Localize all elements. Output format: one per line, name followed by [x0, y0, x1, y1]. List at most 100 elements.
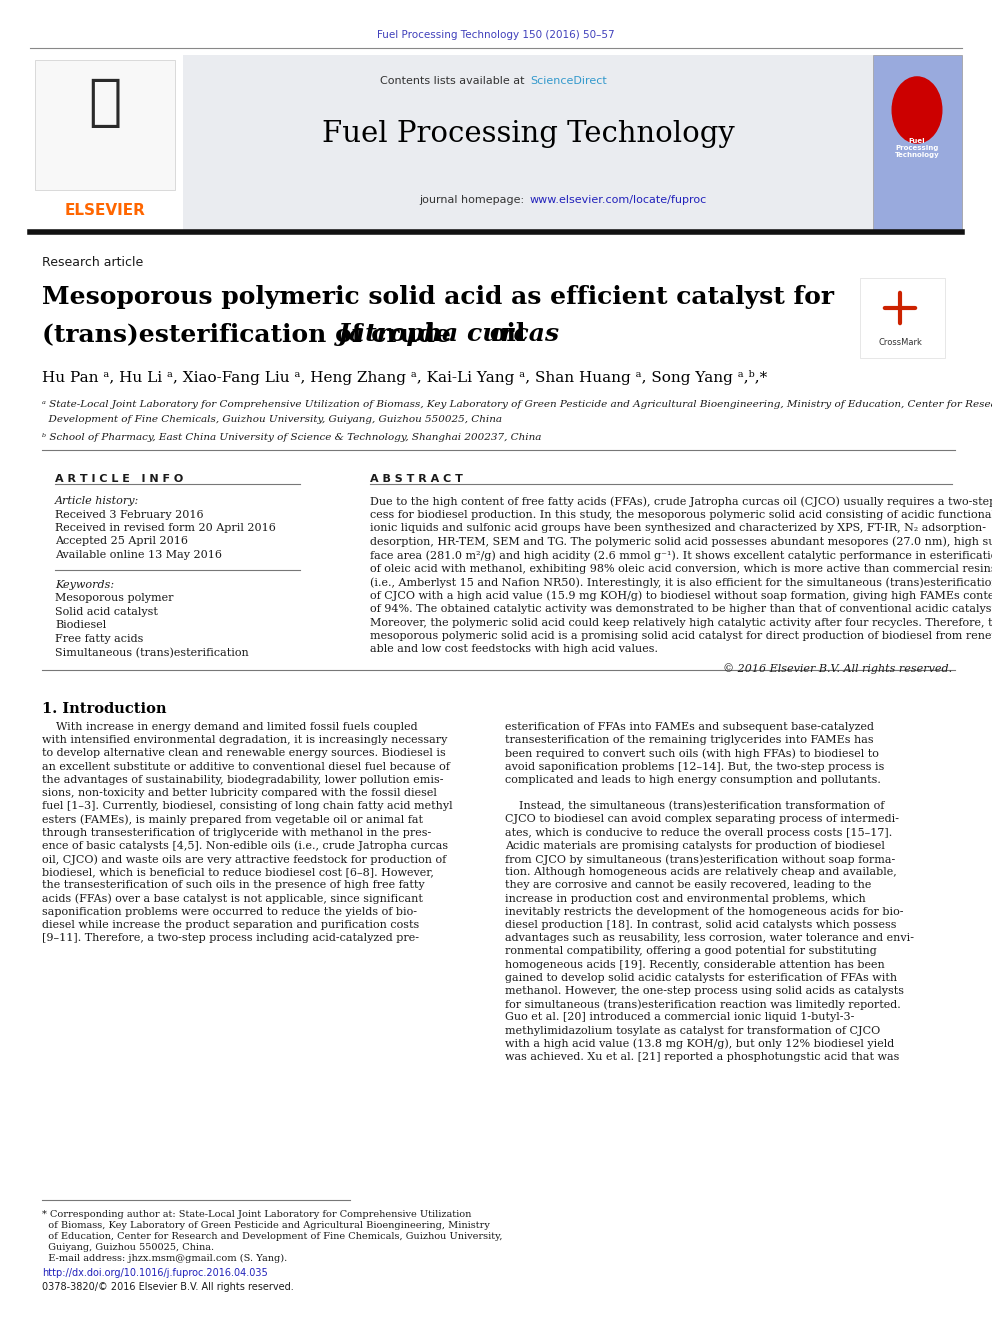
Text: esterification of FFAs into FAMEs and subsequent base-catalyzed: esterification of FFAs into FAMEs and su…: [505, 722, 874, 732]
Text: was achieved. Xu et al. [21] reported a phosphotungstic acid that was: was achieved. Xu et al. [21] reported a …: [505, 1052, 900, 1062]
Text: been required to convert such oils (with high FFAs) to biodiesel to: been required to convert such oils (with…: [505, 749, 879, 759]
Text: Fuel
Processing
Technology: Fuel Processing Technology: [895, 138, 939, 157]
Text: oil, CJCO) and waste oils are very attractive feedstock for production of: oil, CJCO) and waste oils are very attra…: [42, 855, 446, 864]
Text: Article history:: Article history:: [55, 496, 139, 505]
Text: Acidic materials are promising catalysts for production of biodiesel: Acidic materials are promising catalysts…: [505, 841, 885, 851]
Text: http://dx.doi.org/10.1016/j.fuproc.2016.04.035: http://dx.doi.org/10.1016/j.fuproc.2016.…: [42, 1267, 268, 1278]
Text: methylimidazolium tosylate as catalyst for transformation of CJCO: methylimidazolium tosylate as catalyst f…: [505, 1025, 880, 1036]
Text: from CJCO by simultaneous (trans)esterification without soap forma-: from CJCO by simultaneous (trans)esterif…: [505, 855, 895, 864]
Text: Received in revised form 20 April 2016: Received in revised form 20 April 2016: [55, 523, 276, 533]
Text: (i.e., Amberlyst 15 and Nafion NR50). Interestingly, it is also efficient for th: (i.e., Amberlyst 15 and Nafion NR50). In…: [370, 577, 992, 587]
Circle shape: [892, 77, 941, 143]
Text: mesoporous polymeric solid acid is a promising solid acid catalyst for direct pr: mesoporous polymeric solid acid is a pro…: [370, 631, 992, 642]
Text: gained to develop solid acidic catalysts for esterification of FFAs with: gained to develop solid acidic catalysts…: [505, 972, 897, 983]
Text: journal homepage:: journal homepage:: [420, 194, 528, 205]
Text: ScienceDirect: ScienceDirect: [530, 75, 607, 86]
Text: able and low cost feedstocks with high acid values.: able and low cost feedstocks with high a…: [370, 644, 658, 655]
Text: esters (FAMEs), is mainly prepared from vegetable oil or animal fat: esters (FAMEs), is mainly prepared from …: [42, 815, 423, 826]
Text: an excellent substitute or additive to conventional diesel fuel because of: an excellent substitute or additive to c…: [42, 762, 450, 771]
Text: ates, which is conducive to reduce the overall process costs [15–17].: ates, which is conducive to reduce the o…: [505, 828, 892, 837]
Bar: [860, 278, 945, 359]
Text: Instead, the simultaneous (trans)esterification transformation of: Instead, the simultaneous (trans)esterif…: [505, 802, 885, 811]
Text: increase in production cost and environmental problems, which: increase in production cost and environm…: [505, 893, 866, 904]
Text: saponification problems were occurred to reduce the yields of bio-: saponification problems were occurred to…: [42, 906, 417, 917]
Text: E-mail address: jhzx.msm@gmail.com (S. Yang).: E-mail address: jhzx.msm@gmail.com (S. Y…: [42, 1254, 288, 1263]
Text: methanol. However, the one-step process using solid acids as catalysts: methanol. However, the one-step process …: [505, 986, 904, 996]
Bar: [183, 56, 873, 230]
Text: Simultaneous (trans)esterification: Simultaneous (trans)esterification: [55, 647, 249, 658]
Text: A R T I C L E   I N F O: A R T I C L E I N F O: [55, 474, 184, 484]
Text: face area (281.0 m²/g) and high acidity (2.6 mmol g⁻¹). It shows excellent catal: face area (281.0 m²/g) and high acidity …: [370, 550, 992, 561]
Text: Fuel Processing Technology 150 (2016) 50–57: Fuel Processing Technology 150 (2016) 50…: [377, 30, 615, 40]
Text: tion. Although homogeneous acids are relatively cheap and available,: tion. Although homogeneous acids are rel…: [505, 867, 897, 877]
Text: Guiyang, Guizhou 550025, China.: Guiyang, Guizhou 550025, China.: [42, 1244, 214, 1252]
Text: ence of basic catalysts [4,5]. Non-edible oils (i.e., crude Jatropha curcas: ence of basic catalysts [4,5]. Non-edibl…: [42, 841, 448, 852]
Text: Jatropha curcas: Jatropha curcas: [338, 321, 560, 347]
Text: CJCO to biodiesel can avoid complex separating process of intermedi-: CJCO to biodiesel can avoid complex sepa…: [505, 815, 899, 824]
Text: the transesterification of such oils in the presence of high free fatty: the transesterification of such oils in …: [42, 880, 425, 890]
Text: Contents lists available at: Contents lists available at: [380, 75, 528, 86]
Text: Moreover, the polymeric solid acid could keep relatively high catalytic activity: Moreover, the polymeric solid acid could…: [370, 618, 992, 627]
Text: [9–11]. Therefore, a two-step process including acid-catalyzed pre-: [9–11]. Therefore, a two-step process in…: [42, 933, 419, 943]
Text: Accepted 25 April 2016: Accepted 25 April 2016: [55, 537, 188, 546]
Text: of 94%. The obtained catalytic activity was demonstrated to be higher than that : of 94%. The obtained catalytic activity …: [370, 605, 992, 614]
Text: oil: oil: [481, 321, 526, 347]
Text: ronmental compatibility, offering a good potential for substituting: ronmental compatibility, offering a good…: [505, 946, 877, 957]
Bar: [873, 56, 962, 230]
Text: biodiesel, which is beneficial to reduce biodiesel cost [6–8]. However,: biodiesel, which is beneficial to reduce…: [42, 867, 434, 877]
Bar: [30, 56, 183, 230]
Text: with a high acid value (13.8 mg KOH/g), but only 12% biodiesel yield: with a high acid value (13.8 mg KOH/g), …: [505, 1039, 894, 1049]
Text: Mesoporous polymeric solid acid as efficient catalyst for: Mesoporous polymeric solid acid as effic…: [42, 284, 834, 310]
Text: Free fatty acids: Free fatty acids: [55, 634, 144, 644]
Text: they are corrosive and cannot be easily recovered, leading to the: they are corrosive and cannot be easily …: [505, 880, 871, 890]
Text: ELSEVIER: ELSEVIER: [64, 202, 146, 218]
Text: the advantages of sustainability, biodegradability, lower pollution emis-: the advantages of sustainability, biodeg…: [42, 775, 443, 785]
Text: A B S T R A C T: A B S T R A C T: [370, 474, 463, 484]
Text: Keywords:: Keywords:: [55, 579, 114, 590]
Text: fuel [1–3]. Currently, biodiesel, consisting of long chain fatty acid methyl: fuel [1–3]. Currently, biodiesel, consis…: [42, 802, 452, 811]
Text: avoid saponification problems [12–14]. But, the two-step process is: avoid saponification problems [12–14]. B…: [505, 762, 885, 771]
Bar: [35, 60, 175, 191]
Text: desorption, HR-TEM, SEM and TG. The polymeric solid acid possesses abundant meso: desorption, HR-TEM, SEM and TG. The poly…: [370, 537, 992, 548]
Text: through transesterification of triglyceride with methanol in the pres-: through transesterification of triglycer…: [42, 828, 432, 837]
Text: © 2016 Elsevier B.V. All rights reserved.: © 2016 Elsevier B.V. All rights reserved…: [723, 663, 952, 673]
Text: Available online 13 May 2016: Available online 13 May 2016: [55, 550, 222, 560]
Text: of CJCO with a high acid value (15.9 mg KOH/g) to biodiesel without soap formati: of CJCO with a high acid value (15.9 mg …: [370, 590, 992, 601]
Text: diesel production [18]. In contrast, solid acid catalysts which possess: diesel production [18]. In contrast, sol…: [505, 919, 897, 930]
Text: Biodiesel: Biodiesel: [55, 620, 106, 631]
Text: (trans)esterification of crude: (trans)esterification of crude: [42, 321, 459, 347]
Text: of Biomass, Key Laboratory of Green Pesticide and Agricultural Bioengineering, M: of Biomass, Key Laboratory of Green Pest…: [42, 1221, 490, 1230]
Text: for simultaneous (trans)esterification reaction was limitedly reported.: for simultaneous (trans)esterification r…: [505, 999, 901, 1009]
Text: ᵃ State-Local Joint Laboratory for Comprehensive Utilization of Biomass, Key Lab: ᵃ State-Local Joint Laboratory for Compr…: [42, 400, 992, 409]
Text: With increase in energy demand and limited fossil fuels coupled: With increase in energy demand and limit…: [42, 722, 418, 732]
Text: www.elsevier.com/locate/fuproc: www.elsevier.com/locate/fuproc: [530, 194, 707, 205]
Text: Fuel Processing Technology: Fuel Processing Technology: [321, 120, 734, 148]
Text: * Corresponding author at: State-Local Joint Laboratory for Comprehensive Utiliz: * Corresponding author at: State-Local J…: [42, 1211, 471, 1218]
Text: Research article: Research article: [42, 255, 143, 269]
Text: of oleic acid with methanol, exhibiting 98% oleic acid conversion, which is more: of oleic acid with methanol, exhibiting …: [370, 564, 992, 573]
Text: transesterification of the remaining triglycerides into FAMEs has: transesterification of the remaining tri…: [505, 736, 874, 745]
Text: 0378-3820/© 2016 Elsevier B.V. All rights reserved.: 0378-3820/© 2016 Elsevier B.V. All right…: [42, 1282, 294, 1293]
Text: Received 3 February 2016: Received 3 February 2016: [55, 509, 203, 520]
Text: to develop alternative clean and renewable energy sources. Biodiesel is: to develop alternative clean and renewab…: [42, 749, 445, 758]
Text: 🌿: 🌿: [88, 75, 122, 130]
Text: of Education, Center for Research and Development of Fine Chemicals, Guizhou Uni: of Education, Center for Research and De…: [42, 1232, 503, 1241]
Text: diesel while increase the product separation and purification costs: diesel while increase the product separa…: [42, 919, 420, 930]
Text: 1. Introduction: 1. Introduction: [42, 703, 167, 716]
Text: Development of Fine Chemicals, Guizhou University, Guiyang, Guizhou 550025, Chin: Development of Fine Chemicals, Guizhou U…: [42, 415, 502, 423]
Text: Due to the high content of free fatty acids (FFAs), crude Jatropha curcas oil (C: Due to the high content of free fatty ac…: [370, 496, 992, 507]
Text: complicated and leads to high energy consumption and pollutants.: complicated and leads to high energy con…: [505, 775, 881, 785]
Text: ᵇ School of Pharmacy, East China University of Science & Technology, Shanghai 20: ᵇ School of Pharmacy, East China Univers…: [42, 433, 542, 442]
Text: with intensified environmental degradation, it is increasingly necessary: with intensified environmental degradati…: [42, 736, 447, 745]
Text: acids (FFAs) over a base catalyst is not applicable, since significant: acids (FFAs) over a base catalyst is not…: [42, 893, 423, 904]
Text: homogeneous acids [19]. Recently, considerable attention has been: homogeneous acids [19]. Recently, consid…: [505, 959, 885, 970]
Text: Solid acid catalyst: Solid acid catalyst: [55, 607, 158, 617]
Text: CrossMark: CrossMark: [878, 337, 922, 347]
Text: Mesoporous polymer: Mesoporous polymer: [55, 594, 174, 603]
Text: Guo et al. [20] introduced a commercial ionic liquid 1-butyl-3-: Guo et al. [20] introduced a commercial …: [505, 1012, 854, 1023]
Text: cess for biodiesel production. In this study, the mesoporous polymeric solid aci: cess for biodiesel production. In this s…: [370, 509, 992, 520]
Text: advantages such as reusability, less corrosion, water tolerance and envi-: advantages such as reusability, less cor…: [505, 933, 914, 943]
Text: ionic liquids and sulfonic acid groups have been synthesized and characterized b: ionic liquids and sulfonic acid groups h…: [370, 523, 986, 533]
Text: inevitably restricts the development of the homogeneous acids for bio-: inevitably restricts the development of …: [505, 906, 904, 917]
Text: sions, non-toxicity and better lubricity compared with the fossil diesel: sions, non-toxicity and better lubricity…: [42, 789, 436, 798]
